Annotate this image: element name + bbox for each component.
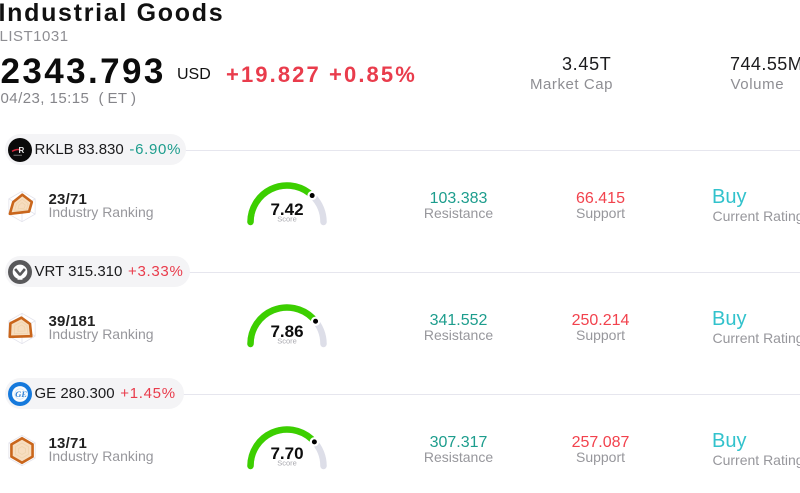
svg-text:R: R (19, 146, 25, 155)
svg-text:GE: GE (15, 389, 27, 399)
svg-text:Score: Score (277, 459, 297, 468)
svg-text:7.70: 7.70 (270, 444, 303, 463)
svg-text:7.86: 7.86 (270, 322, 303, 341)
svg-text:Score: Score (277, 337, 297, 346)
svg-text:7.42: 7.42 (270, 200, 303, 219)
svg-text:Score: Score (277, 215, 297, 224)
